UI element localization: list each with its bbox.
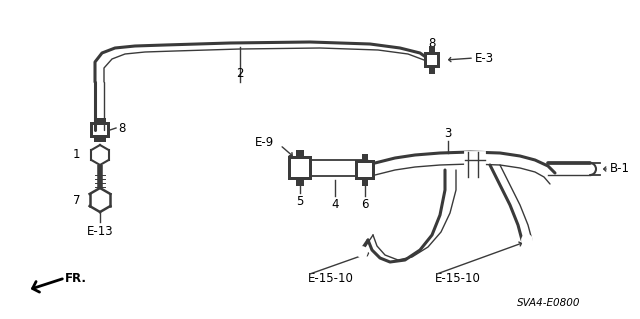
Text: E-13: E-13 xyxy=(86,225,113,238)
Bar xyxy=(93,125,107,135)
Text: B-1: B-1 xyxy=(610,162,630,175)
Text: 6: 6 xyxy=(361,198,369,211)
Text: 5: 5 xyxy=(296,195,304,208)
Circle shape xyxy=(360,165,370,175)
Bar xyxy=(94,137,106,142)
Text: FR.: FR. xyxy=(65,271,87,285)
Text: E-9: E-9 xyxy=(255,137,275,150)
Text: E-15-10: E-15-10 xyxy=(435,271,481,285)
Text: 3: 3 xyxy=(444,127,452,140)
Bar xyxy=(288,156,312,180)
Circle shape xyxy=(428,56,436,64)
Text: 2: 2 xyxy=(236,67,244,80)
Text: SVA4-E0800: SVA4-E0800 xyxy=(516,298,580,308)
Bar xyxy=(424,52,440,68)
Circle shape xyxy=(522,235,532,245)
Bar xyxy=(355,160,375,180)
Bar xyxy=(465,152,485,177)
Text: 8: 8 xyxy=(118,122,125,135)
Text: 7: 7 xyxy=(72,194,80,206)
Circle shape xyxy=(88,188,112,212)
Bar xyxy=(362,154,368,161)
Circle shape xyxy=(357,247,367,257)
Bar xyxy=(358,163,372,177)
Bar xyxy=(296,179,304,186)
Text: 1: 1 xyxy=(72,149,80,161)
Bar xyxy=(296,150,304,157)
Circle shape xyxy=(95,195,105,205)
Bar xyxy=(429,67,435,74)
Bar xyxy=(427,55,437,65)
Circle shape xyxy=(95,125,105,135)
Text: E-15-10: E-15-10 xyxy=(308,271,354,285)
Text: E-3: E-3 xyxy=(475,51,494,64)
Circle shape xyxy=(90,145,110,165)
Text: 4: 4 xyxy=(332,198,339,211)
Bar xyxy=(362,179,368,186)
Bar xyxy=(90,122,110,138)
Bar xyxy=(429,46,435,53)
Text: 8: 8 xyxy=(428,37,436,50)
Circle shape xyxy=(294,162,306,174)
Bar xyxy=(291,159,309,177)
Bar xyxy=(94,118,106,123)
